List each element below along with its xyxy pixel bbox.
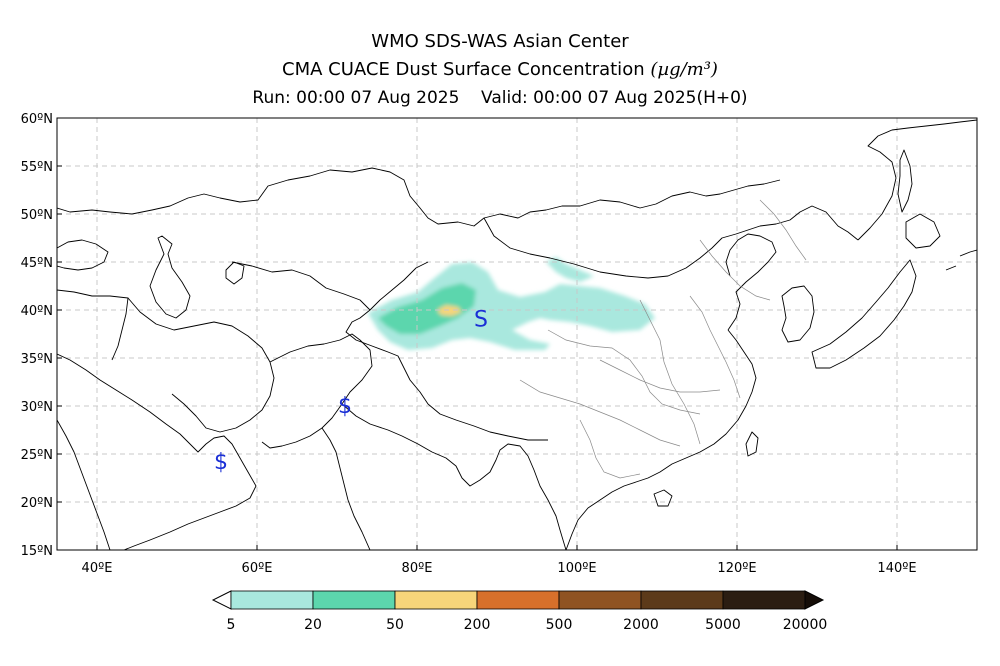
legend-label: 5 — [227, 617, 236, 633]
lon-tick-label: 60ºE — [242, 561, 273, 576]
province-border — [759, 199, 807, 261]
province-border — [547, 329, 701, 415]
southeast-asia-coast — [565, 329, 757, 550]
legend-label: 500 — [546, 617, 573, 633]
china-west-border — [345, 261, 548, 441]
province-border — [699, 239, 771, 301]
legend-over-arrow — [804, 590, 825, 610]
russian-far-east-coast — [857, 119, 977, 241]
pacific-islands — [945, 249, 977, 271]
lat-tick-label: 25ºN — [21, 448, 53, 463]
arabian-peninsula — [57, 353, 257, 550]
legend-color-bin — [640, 590, 724, 610]
dust-level-5-20 — [368, 262, 655, 350]
lon-tick-label: 100ºE — [557, 561, 596, 576]
legend-label: 20000 — [783, 617, 828, 633]
lat-tick-label: 50ºN — [21, 208, 53, 223]
weather-symbol-marker: $ — [214, 450, 228, 475]
province-border — [519, 379, 681, 447]
mongolia-border — [483, 217, 761, 279]
lat-tick-label: 35ºN — [21, 352, 53, 367]
taiwan — [745, 431, 759, 457]
hainan-island — [653, 489, 673, 507]
lon-tick-label: 140ºE — [877, 561, 916, 576]
legend-color-bin — [312, 590, 396, 610]
province-border — [579, 419, 641, 479]
afghanistan-pakistan-border — [261, 333, 373, 449]
legend-color-bin — [558, 590, 642, 610]
lat-tick-label: 30ºN — [21, 400, 53, 415]
title-line-1: WMO SDS-WAS Asian Center — [371, 31, 629, 52]
iran-border — [127, 297, 275, 433]
red-sea-coast — [57, 419, 111, 550]
lon-tick-label: 120ºE — [717, 561, 756, 576]
weather-symbol-marker: S — [474, 308, 488, 333]
legend-color-bin — [722, 590, 806, 610]
lat-tick-label: 15ºN — [21, 544, 53, 559]
sakhalin — [897, 149, 913, 213]
kazakhstan-south-border — [231, 261, 371, 311]
central-asia-north-border — [57, 167, 781, 227]
title-unit: (µg/m³) — [650, 59, 718, 80]
legend-color-bin — [394, 590, 478, 610]
china-north-border — [759, 205, 859, 241]
caspian-sea — [149, 235, 191, 319]
legend-label: 20 — [304, 617, 322, 633]
dust-level-5-20 — [546, 257, 594, 282]
dust-level-50-200 — [437, 305, 462, 316]
japan-hokkaido — [905, 213, 941, 249]
legend-label: 2000 — [623, 617, 659, 633]
india-west-coast — [321, 427, 371, 550]
lon-tick-label: 40ºE — [82, 561, 113, 576]
lat-tick-label: 55ºN — [21, 160, 53, 175]
province-border — [599, 359, 721, 393]
aral-sea — [225, 261, 245, 285]
country-borders — [57, 119, 977, 550]
lat-tick-label: 60ºN — [21, 112, 53, 127]
map-title: WMO SDS-WAS Asian Center CMA CUACE Dust … — [0, 28, 1000, 112]
lat-tick-label: 20ºN — [21, 496, 53, 511]
dust-concentration-field — [368, 257, 655, 350]
korea-peninsula — [781, 285, 815, 343]
legend-color-bin — [230, 590, 314, 610]
map-frame — [56, 117, 978, 551]
title-line-3: Run: 00:00 07 Aug 2025 Valid: 00:00 07 A… — [252, 88, 748, 108]
india-outline — [341, 403, 567, 550]
lat-tick-label: 40ºN — [21, 304, 53, 319]
weather-symbol-marker: $ — [338, 394, 352, 419]
map-markers: S $ $ — [214, 308, 488, 475]
black-sea-coast — [57, 239, 109, 271]
legend-color-bin — [476, 590, 560, 610]
legend-under-arrow — [211, 590, 232, 610]
title-variable: CMA CUACE Dust Surface Concentration — [282, 59, 645, 80]
title-line-2: CMA CUACE Dust Surface Concentration (µg… — [0, 56, 1000, 84]
turkey-iraq-border — [57, 289, 129, 361]
lat-tick-label: 45ºN — [21, 256, 53, 271]
legend-label: 50 — [386, 617, 404, 633]
lat-lon-grid — [57, 118, 977, 550]
map-axes: 15ºN 20ºN 25ºN 30ºN 35ºN 40ºN 45ºN 50ºN 55ºN 60ºN… — [21, 112, 917, 576]
china-east-coast — [725, 233, 777, 331]
lon-tick-label: 80ºE — [402, 561, 433, 576]
legend-label: 200 — [464, 617, 491, 633]
color-legend: 5 20 50 200 500 2000 5000 20000 — [211, 590, 828, 633]
legend-label: 5000 — [705, 617, 741, 633]
japan-honshu — [811, 259, 917, 369]
province-borders — [519, 199, 807, 479]
province-border — [639, 299, 701, 445]
province-border — [689, 295, 741, 399]
dust-level-20-50 — [378, 283, 476, 334]
